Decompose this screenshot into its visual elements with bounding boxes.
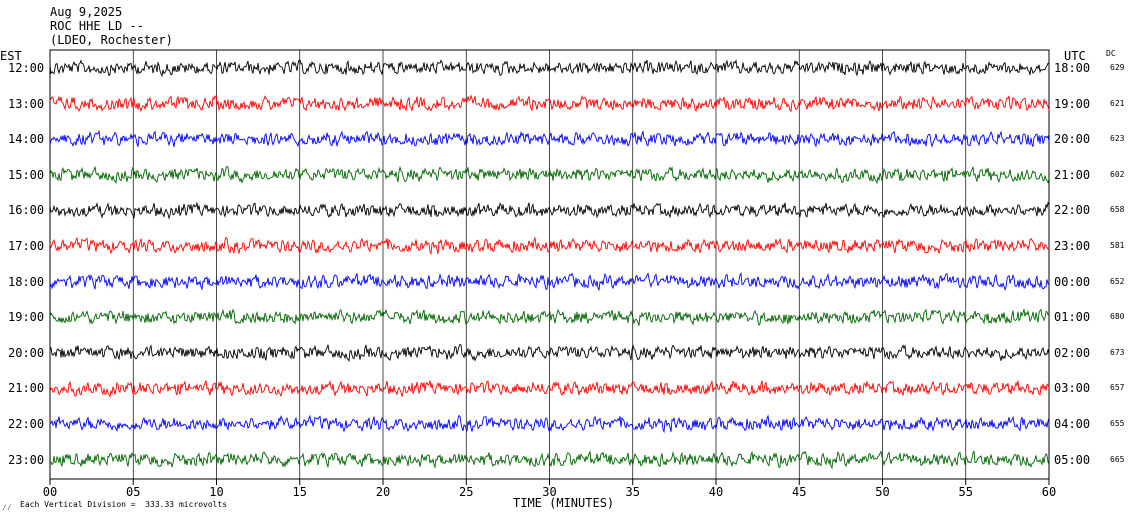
utc-hour-label: 21:00 <box>1054 167 1091 182</box>
est-hour-label: 17:00 <box>8 239 45 253</box>
est-hour-label: 20:00 <box>8 345 45 360</box>
trace-layer <box>49 58 1050 470</box>
utc-hour-label: 22:00 <box>1054 203 1091 218</box>
grid-lines <box>132 50 967 479</box>
dc-offset-label: 652 <box>1110 276 1125 286</box>
seismogram-trace <box>49 450 1050 470</box>
est-hour-label: 18:00 <box>8 274 45 289</box>
utc-hour-label: 05:00 <box>1054 452 1091 467</box>
dc-offset-label: 673 <box>1110 347 1125 357</box>
utc-hour-label: 02:00 <box>1054 345 1091 360</box>
seismogram-trace <box>49 58 1050 78</box>
x-ticks: 00 05 10 15 20 25 30 35 40 45 50 55 60 <box>43 479 1056 499</box>
utc-hour-label: 04:00 <box>1054 417 1091 431</box>
footer-mark: ⁄⁄ <box>2 503 12 512</box>
header-network: (LDEO, Rochester) <box>50 33 173 47</box>
x-tick-label: 35 <box>626 485 640 499</box>
seismogram-trace <box>49 343 1050 363</box>
est-hour-label: 19:00 <box>8 310 45 325</box>
utc-hour-label: 18:00 <box>1054 61 1091 75</box>
x-tick-label: 00 <box>43 485 57 499</box>
est-hour-label: 15:00 <box>8 167 45 182</box>
x-axis-title: TIME (MINUTES) <box>513 496 615 510</box>
utc-hour-label: 00:00 <box>1054 274 1091 289</box>
utc-hour-label: 23:00 <box>1054 239 1091 253</box>
est-hour-label: 21:00 <box>8 381 45 396</box>
est-hour-label: 12:00 <box>8 61 45 75</box>
est-hour-label: 14:00 <box>8 132 45 147</box>
est-hour-label: 22:00 <box>8 417 45 431</box>
header-station: ROC HHE LD -- <box>50 19 144 33</box>
dc-offset-label: 658 <box>1110 205 1125 215</box>
x-tick-label: 10 <box>209 485 223 499</box>
dc-offset-label: 623 <box>1110 134 1125 144</box>
x-tick-label: 15 <box>293 485 307 499</box>
seismogram-trace <box>49 94 1050 113</box>
x-tick-label: 50 <box>875 485 889 499</box>
footer-scale-note: Each Vertical Division = 333.33 microvol… <box>20 500 228 509</box>
dc-offset-label: 657 <box>1110 383 1125 393</box>
seismogram-trace <box>49 201 1050 220</box>
seismogram-trace <box>49 414 1050 434</box>
x-tick-label: 60 <box>1042 485 1056 499</box>
right-timezone-label: UTC <box>1064 49 1086 63</box>
utc-hour-label: 20:00 <box>1054 132 1091 147</box>
x-tick-label: 05 <box>126 485 140 499</box>
dc-offset-label: 680 <box>1110 312 1125 322</box>
x-tick-label: 30 <box>542 485 556 499</box>
seismogram-trace <box>49 308 1050 327</box>
x-tick-label: 40 <box>709 485 723 499</box>
header-date: Aug 9,2025 <box>50 5 123 19</box>
utc-hour-label: 03:00 <box>1054 381 1091 396</box>
seismogram-trace <box>49 380 1050 398</box>
dc-offset-label: 665 <box>1110 454 1125 464</box>
seismogram-trace <box>49 236 1050 256</box>
x-tick-label: 55 <box>959 485 973 499</box>
seismogram-trace <box>49 129 1050 148</box>
utc-hour-label: 19:00 <box>1054 96 1091 111</box>
seismogram-trace <box>49 272 1050 292</box>
est-hour-label: 13:00 <box>8 96 45 111</box>
x-tick-label: 20 <box>376 485 390 499</box>
x-tick-label: 45 <box>792 485 806 499</box>
dc-offset-label: 581 <box>1110 241 1125 250</box>
x-tick-label: 25 <box>459 485 473 499</box>
seismogram-trace <box>49 165 1050 185</box>
est-hour-label: 23:00 <box>8 452 45 467</box>
dc-offset-label: 655 <box>1110 419 1125 428</box>
dc-offset-label: 629 <box>1110 63 1125 72</box>
dc-header-label: DC <box>1106 49 1116 58</box>
utc-hour-label: 01:00 <box>1054 310 1091 325</box>
left-timezone-label: EST <box>0 49 22 63</box>
dc-offset-label: 621 <box>1110 98 1125 108</box>
dc-offset-label: 602 <box>1110 169 1125 179</box>
est-hour-label: 16:00 <box>8 203 45 218</box>
